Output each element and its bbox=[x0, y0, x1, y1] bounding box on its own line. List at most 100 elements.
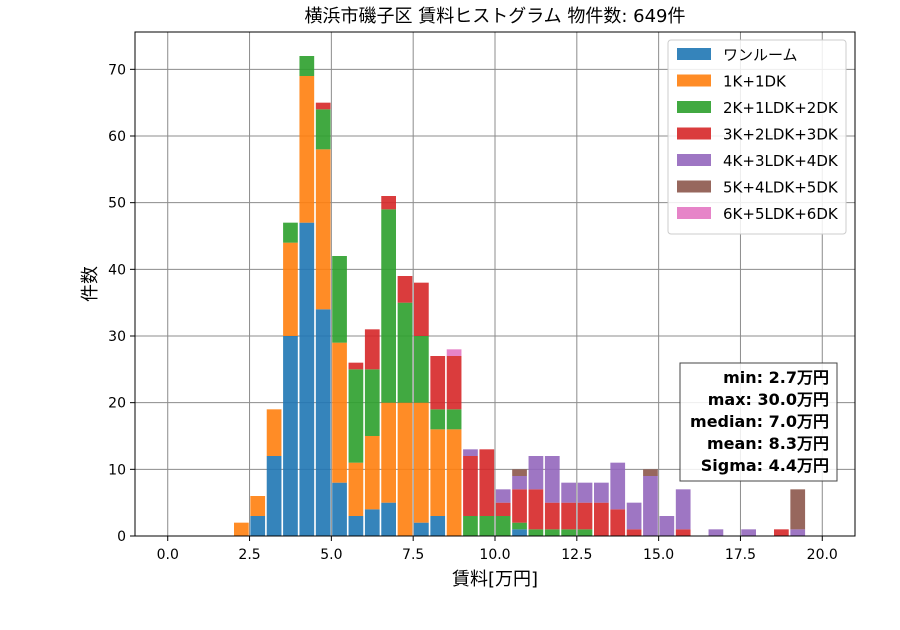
bar-segment bbox=[643, 469, 658, 476]
bar-segment bbox=[790, 529, 806, 536]
bar-segment bbox=[528, 529, 544, 536]
bar-segment bbox=[414, 522, 429, 536]
bar-segment bbox=[626, 502, 642, 530]
bar-segment bbox=[381, 502, 396, 536]
bar-segment bbox=[561, 529, 576, 536]
bar-segment bbox=[430, 516, 446, 536]
bar-segment bbox=[512, 476, 527, 490]
bar-segment bbox=[659, 516, 675, 536]
bar-segment bbox=[610, 509, 626, 536]
stats-min: min: 2.7万円 bbox=[723, 368, 829, 387]
bar-segment bbox=[479, 516, 495, 536]
bar-segment bbox=[299, 56, 315, 76]
stats-box: min: 2.7万円 max: 30.0万円 median: 7.0万円 mea… bbox=[679, 362, 838, 482]
bar-segment bbox=[675, 489, 691, 530]
bar-segment bbox=[332, 256, 347, 343]
bar-segment bbox=[577, 482, 593, 503]
y-tick-label: 30 bbox=[108, 329, 126, 345]
legend-swatch bbox=[677, 154, 711, 166]
bar-segment bbox=[364, 436, 380, 510]
bar-segment bbox=[495, 489, 511, 503]
bar-segment bbox=[397, 276, 413, 303]
bar-segment bbox=[446, 349, 462, 356]
bar-segment bbox=[643, 476, 658, 536]
bar-segment bbox=[348, 362, 364, 370]
legend-label: ワンルーム bbox=[723, 46, 798, 64]
stats-mean: mean: 8.3万円 bbox=[707, 434, 829, 453]
x-axis-ticks: 0.0 2.5 5.0 7.5 10.0 12.5 15.0 17.5 20.0 bbox=[157, 536, 838, 563]
stats-max: max: 30.0万円 bbox=[708, 390, 829, 409]
bar-segment bbox=[561, 502, 576, 530]
x-tick-label: 17.5 bbox=[725, 547, 756, 563]
bar-segment bbox=[774, 529, 789, 536]
bar-segment bbox=[315, 102, 331, 110]
bar-segment bbox=[544, 502, 560, 530]
y-tick-label: 10 bbox=[108, 462, 126, 478]
bar-segment bbox=[315, 309, 331, 536]
x-tick-label: 2.5 bbox=[238, 547, 260, 563]
x-tick-label: 12.5 bbox=[561, 547, 592, 563]
bar-segment bbox=[430, 356, 446, 410]
bar-segment bbox=[626, 529, 642, 536]
bar-segment bbox=[446, 356, 462, 410]
stats-median: median: 7.0万円 bbox=[690, 412, 829, 431]
legend-label: 1K+1DK bbox=[723, 73, 787, 91]
x-tick-label: 0.0 bbox=[157, 547, 179, 563]
x-tick-label: 15.0 bbox=[643, 547, 674, 563]
bar-segment bbox=[675, 529, 691, 536]
legend-swatch bbox=[677, 74, 711, 87]
legend-swatch bbox=[677, 127, 711, 140]
legend-swatch bbox=[677, 207, 711, 219]
bar-segment bbox=[495, 516, 511, 536]
bar-segment bbox=[381, 209, 396, 403]
bar-segment bbox=[283, 222, 298, 243]
bar-segment bbox=[430, 429, 446, 516]
bar-segment bbox=[463, 449, 478, 456]
bar-segment bbox=[512, 522, 527, 530]
bar-segment bbox=[299, 222, 315, 536]
legend-label: 4K+3LDK+4DK bbox=[723, 152, 839, 170]
bar-segment bbox=[512, 489, 527, 523]
bar-segment bbox=[544, 456, 560, 503]
y-tick-label: 0 bbox=[117, 529, 126, 545]
bar-segment bbox=[364, 509, 380, 536]
y-tick-label: 70 bbox=[108, 62, 126, 78]
bar-segment bbox=[446, 409, 462, 430]
y-tick-label: 20 bbox=[108, 396, 126, 412]
bar-segment bbox=[348, 369, 364, 463]
bar-segment bbox=[397, 402, 413, 536]
bar-segment bbox=[430, 409, 446, 430]
bar-segment bbox=[283, 336, 298, 536]
legend-swatch bbox=[677, 101, 711, 113]
legend-label: 3K+2LDK+3DK bbox=[723, 126, 839, 144]
y-tick-label: 40 bbox=[108, 262, 126, 278]
y-axis-ticks: 0 10 20 30 40 50 60 70 bbox=[108, 62, 135, 545]
bar-segment bbox=[479, 449, 495, 516]
legend-items: ワンルーム 1K+1DK 2K+1LDK+2DK 3K+2LDK+3DK 4K+3LDK… bbox=[677, 46, 839, 223]
bar-segment bbox=[266, 409, 282, 456]
y-tick-label: 50 bbox=[108, 196, 126, 212]
bar-segment bbox=[414, 402, 429, 523]
bar-segment bbox=[512, 529, 527, 536]
bar-segment bbox=[528, 489, 544, 530]
bar-segment bbox=[463, 516, 478, 536]
bar-segment bbox=[495, 502, 511, 516]
bar-segment bbox=[741, 529, 756, 536]
bar-segment bbox=[446, 429, 462, 536]
bar-segment bbox=[528, 456, 544, 490]
legend-label: 5K+4LDK+5DK bbox=[723, 179, 839, 197]
bar-segment bbox=[266, 456, 282, 536]
x-axis-title: 賃料[万円] bbox=[452, 569, 538, 590]
bar-segment bbox=[610, 462, 626, 510]
bar-segment bbox=[332, 342, 347, 483]
bar-segment bbox=[544, 529, 560, 536]
legend-swatch bbox=[677, 48, 711, 60]
bar-segment bbox=[594, 502, 609, 536]
x-tick-label: 7.5 bbox=[402, 547, 424, 563]
chart-title: 横浜市磯子区 賃料ヒストグラム 物件数: 649件 bbox=[304, 6, 685, 27]
bar-segment bbox=[577, 529, 593, 536]
x-tick-label: 5.0 bbox=[320, 547, 342, 563]
y-axis-title: 件数 bbox=[80, 266, 101, 302]
legend-swatch bbox=[677, 180, 711, 193]
